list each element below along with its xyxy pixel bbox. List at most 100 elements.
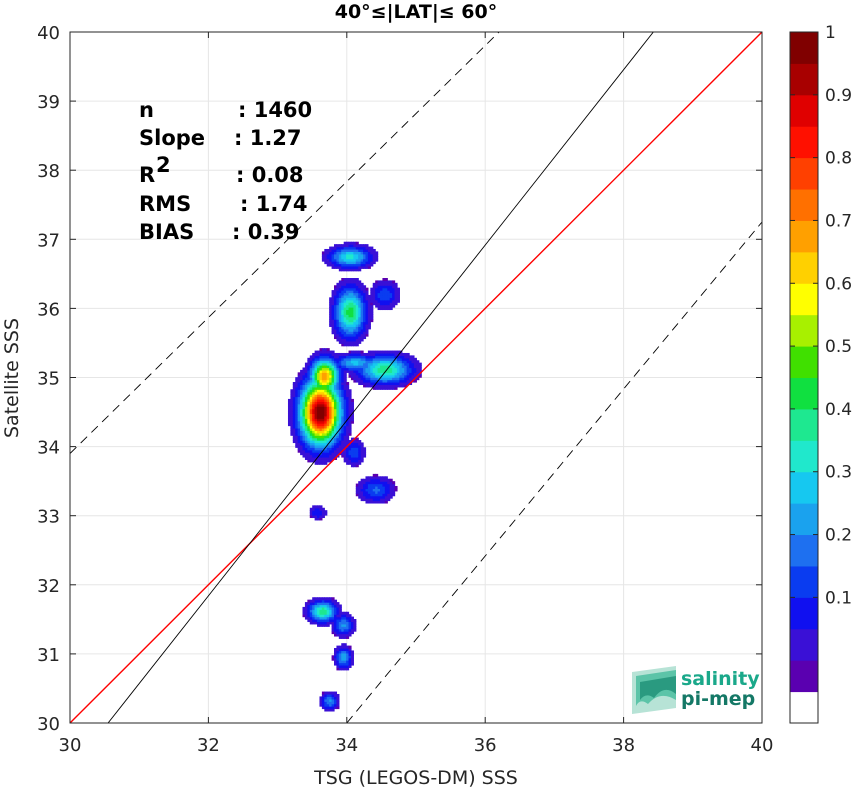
density-cell [343, 616, 347, 620]
density-cell [401, 384, 405, 388]
density-cell [329, 611, 333, 615]
density-cell [394, 381, 398, 386]
density-cell [331, 435, 335, 439]
density-cell [353, 338, 357, 342]
density-cell [363, 362, 367, 366]
density-cell [416, 360, 420, 364]
density-cell [365, 263, 369, 267]
density-cell [304, 454, 308, 458]
density-cell [336, 631, 340, 635]
density-cell [324, 623, 328, 627]
density-cell [307, 452, 311, 456]
density-cell [401, 377, 405, 381]
density-cell [350, 415, 354, 419]
density-cell [304, 377, 308, 381]
density-cell [309, 386, 313, 390]
density-cell [334, 261, 338, 265]
density-cell [350, 302, 354, 306]
density-cell [300, 398, 304, 402]
density-cell [358, 263, 362, 267]
density-cell [312, 386, 316, 390]
density-cell [346, 244, 350, 248]
x-axis-label: TSG (LEGOS-DM) SSS [313, 767, 518, 789]
density-cell [312, 403, 316, 407]
density-cell [348, 616, 352, 620]
density-cell [370, 304, 374, 308]
density-cell [372, 367, 376, 371]
density-cell [331, 626, 335, 630]
density-cell [334, 623, 338, 627]
density-cell [350, 357, 354, 361]
density-cell [336, 333, 340, 337]
density-cell [314, 389, 318, 393]
density-cell [372, 476, 376, 480]
density-cell [297, 377, 301, 381]
density-cell [360, 282, 364, 286]
density-cell [307, 616, 311, 620]
density-cell [329, 403, 333, 407]
density-cell [370, 258, 374, 262]
density-cell [290, 389, 294, 393]
density-cell [336, 660, 340, 664]
density-cell [343, 401, 347, 405]
density-cell [326, 619, 330, 623]
density-cell [416, 362, 420, 366]
density-cell [353, 323, 357, 327]
density-cell [309, 616, 313, 620]
density-cell [365, 357, 369, 361]
density-cell [309, 611, 313, 615]
density-cell [292, 440, 296, 444]
density-cell [336, 655, 340, 659]
density-cell [326, 408, 330, 412]
density-cell [392, 374, 396, 378]
density-cell [355, 449, 359, 453]
density-cell [363, 311, 367, 315]
density-cell [307, 406, 311, 410]
density-cell [324, 411, 328, 415]
density-cell [334, 244, 338, 248]
density-cell [338, 633, 342, 637]
density-cell [382, 498, 386, 502]
density-cell [336, 319, 340, 323]
density-cell [317, 360, 321, 364]
density-cell [321, 706, 325, 710]
density-cell [348, 336, 352, 340]
density-cell [353, 357, 357, 361]
density-cell [409, 367, 413, 371]
density-cell [324, 459, 328, 463]
density-cell [350, 374, 354, 378]
density-cell [338, 265, 342, 269]
density-cell [413, 367, 417, 371]
density-cell [387, 488, 391, 492]
density-cell [346, 338, 350, 342]
density-cell [334, 652, 338, 656]
density-cell [336, 696, 340, 700]
density-heatmap [287, 241, 422, 712]
density-cell [389, 352, 393, 356]
density-cell [367, 483, 371, 487]
density-cell [341, 657, 345, 661]
y-tick-label: 37 [37, 230, 60, 251]
density-cell [363, 316, 367, 320]
density-cell [384, 495, 388, 499]
density-cell [300, 444, 304, 448]
density-cell [353, 316, 357, 320]
density-cell [287, 403, 291, 407]
density-cell [326, 459, 330, 463]
density-cell [338, 282, 342, 286]
density-cell [355, 287, 359, 291]
density-cell [307, 602, 311, 606]
density-cell [334, 256, 338, 260]
density-cell [331, 290, 335, 294]
density-cell [363, 449, 367, 453]
density-cell [372, 248, 376, 252]
density-cell [334, 442, 338, 446]
density-cell [329, 691, 333, 695]
density-cell [334, 703, 338, 707]
density-cell [292, 389, 296, 393]
density-cell [382, 367, 386, 371]
density-cell [326, 616, 330, 620]
density-cell [295, 401, 299, 405]
density-cell [297, 384, 301, 388]
density-cell [300, 425, 304, 429]
